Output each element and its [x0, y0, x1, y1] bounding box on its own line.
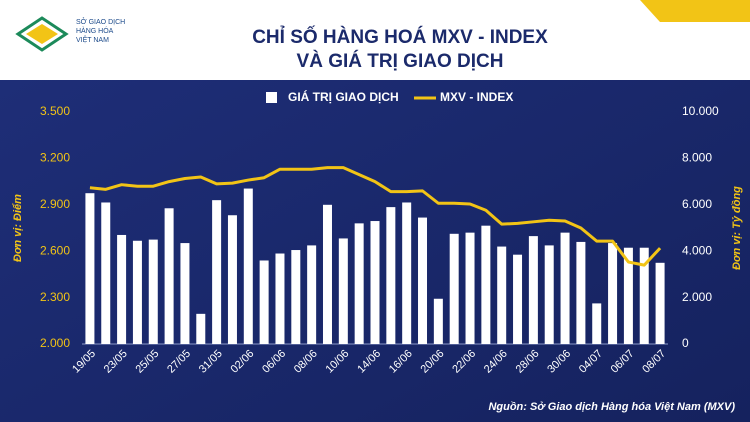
bar [544, 245, 554, 344]
bar [386, 207, 396, 344]
bar [259, 260, 269, 344]
bar [623, 247, 633, 344]
bar [465, 232, 475, 344]
bar [85, 193, 95, 344]
bar [291, 250, 301, 344]
bar [433, 298, 443, 344]
y-tick-label: 3.200 [40, 151, 70, 165]
chart-subtitle: VÀ GIÁ TRỊ GIAO DỊCH [297, 50, 504, 72]
logo-text: SỞ GIAO DỊCH [76, 17, 125, 26]
bar [148, 239, 158, 344]
legend-label: MXV - INDEX [440, 90, 513, 104]
bar [608, 243, 618, 344]
y-tick-label: 2.300 [40, 290, 70, 304]
y2-axis-title: Đơn vị: Tỷ đồng [731, 186, 743, 270]
bar [338, 238, 348, 344]
bar [275, 253, 285, 344]
y-tick-label: 2.600 [40, 243, 70, 257]
header-accent [640, 0, 750, 22]
bar [576, 241, 586, 344]
bar [592, 303, 602, 344]
bar [243, 188, 253, 344]
y-tick-label: 3.500 [40, 104, 70, 118]
bar [101, 202, 111, 344]
legend-swatch [266, 92, 277, 103]
logo-text: VIỆT NAM [76, 35, 109, 44]
bar [402, 202, 412, 344]
bar [639, 247, 649, 344]
y-tick-label: 2.000 [40, 336, 70, 350]
bar [370, 221, 380, 344]
bar [560, 232, 570, 344]
source-note: Nguồn: Sở Giao dịch Hàng hóa Việt Nam (M… [488, 401, 735, 413]
legend-label: GIÁ TRỊ GIAO DỊCH [288, 89, 399, 104]
bar [212, 200, 222, 344]
y-tick-label: 0 [682, 336, 689, 350]
y-tick-label: 8.000 [682, 151, 712, 165]
header-band [0, 0, 750, 80]
bar [513, 254, 523, 344]
bar [354, 223, 364, 344]
bar [528, 236, 538, 344]
bar [449, 233, 459, 344]
bar [322, 204, 332, 344]
y-tick-label: 2.900 [40, 197, 70, 211]
y-tick-label: 2.000 [682, 290, 712, 304]
bar [307, 245, 317, 344]
logo-text: HÀNG HÓA [76, 26, 114, 35]
bar [180, 243, 190, 344]
bar [497, 246, 507, 344]
y-axis-title: Đơn vị: Điểm [12, 194, 24, 262]
y-tick-label: 6.000 [682, 197, 712, 211]
line [89, 166, 662, 267]
y-tick-label: 4.000 [682, 243, 712, 257]
bar [132, 240, 142, 344]
bar [655, 262, 665, 344]
logo-mark [15, 16, 69, 52]
bar [117, 234, 127, 344]
logo: SỞ GIAO DỊCH HÀNG HÓA VIỆT NAM [15, 16, 125, 52]
bar [227, 215, 237, 344]
bar [164, 208, 174, 344]
logo-mark [26, 24, 58, 44]
bar [418, 217, 428, 344]
bar [196, 313, 206, 344]
y-tick-label: 10.000 [682, 104, 719, 118]
bar [481, 225, 491, 344]
chart-title: CHỈ SỐ HÀNG HOÁ MXV - INDEX [252, 26, 548, 48]
